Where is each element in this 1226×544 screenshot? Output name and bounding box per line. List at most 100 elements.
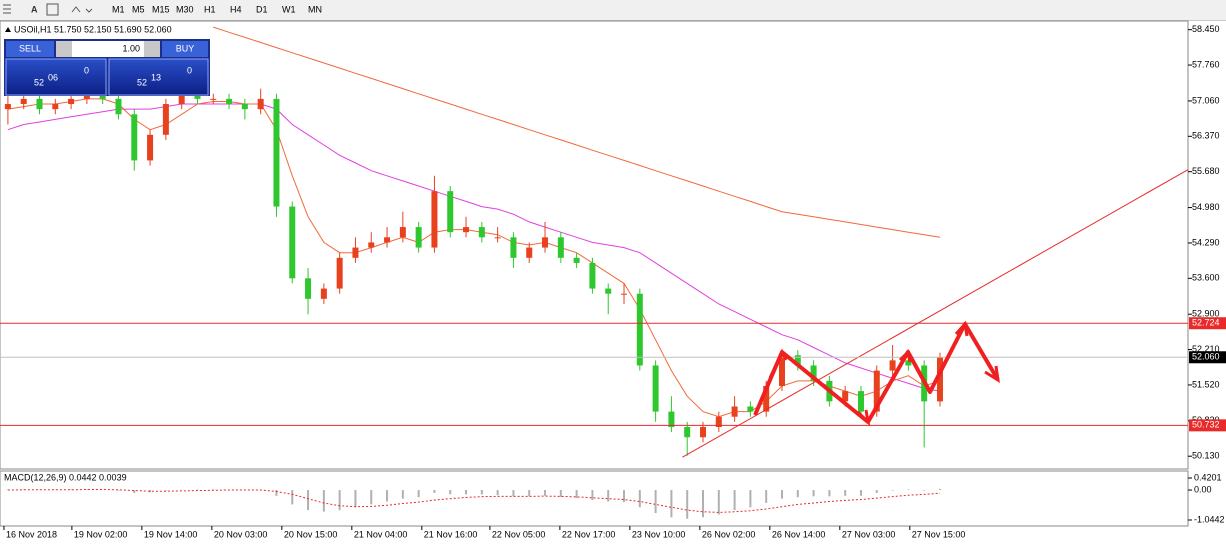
candle-body — [747, 406, 754, 412]
y-tick-label: 58.450 — [1192, 24, 1220, 34]
candle-body — [99, 93, 106, 99]
buy-price-big[interactable]: 13 — [151, 72, 161, 82]
price-tag — [1189, 419, 1226, 432]
price-tag-label: 52.060 — [1192, 352, 1220, 362]
candle-body — [557, 237, 564, 258]
candle-body — [4, 104, 11, 110]
period-button[interactable]: D1 — [256, 4, 268, 14]
candle-body — [463, 227, 470, 233]
period-button[interactable]: M30 — [176, 4, 194, 14]
candle-body — [352, 247, 359, 258]
candle-body — [684, 426, 691, 438]
sell-price-box[interactable] — [5, 58, 107, 96]
menu-icon[interactable] — [3, 4, 11, 14]
candle-body — [320, 288, 327, 299]
y-tick-label: 57.760 — [1192, 59, 1220, 69]
candle-body — [257, 98, 264, 110]
period-button[interactable]: M15 — [152, 4, 170, 14]
y-tick-label: 54.980 — [1192, 202, 1220, 212]
macd-tick-label: 0.4201 — [1194, 472, 1222, 482]
y-tick-label: 53.600 — [1192, 273, 1220, 283]
candle-body — [794, 355, 801, 366]
sell-price-prefix[interactable]: 52 — [34, 77, 44, 87]
period-button[interactable]: M1 — [112, 4, 125, 14]
candle-body — [889, 360, 896, 371]
symbol-info: USOil,H1 51.750 52.150 51.690 52.060 — [14, 24, 172, 34]
period-button[interactable]: W1 — [282, 4, 296, 14]
x-tick-label: 22 Nov 17:00 — [562, 529, 616, 539]
candle-body — [510, 237, 517, 258]
trade-panel: SELL 1.00 BUY 52 06 0 52 13 0 — [4, 39, 210, 96]
candle-body — [589, 262, 596, 289]
collapse-icon[interactable] — [5, 27, 11, 32]
candle-body — [368, 242, 375, 248]
buy-button[interactable] — [162, 41, 208, 57]
candle-body — [778, 355, 785, 386]
lots-up[interactable] — [144, 41, 160, 57]
buy-price-box[interactable] — [108, 58, 209, 96]
sell-button[interactable] — [6, 41, 54, 57]
candle-body — [605, 288, 612, 294]
x-tick-label: 20 Nov 03:00 — [214, 529, 268, 539]
buy-price-sup[interactable]: 0 — [187, 65, 192, 75]
candle-body — [526, 247, 533, 258]
candle-body — [83, 93, 90, 99]
candle-body — [289, 206, 296, 279]
objects-icon[interactable] — [71, 6, 93, 13]
sell-label[interactable]: SELL — [19, 43, 41, 53]
lots-down[interactable] — [56, 41, 72, 57]
candle-body — [178, 93, 185, 105]
buy-label[interactable]: BUY — [176, 43, 195, 53]
text-tool-icon[interactable] — [46, 3, 59, 16]
candle-body — [573, 257, 580, 263]
candle-body — [399, 227, 406, 238]
y-tick-label: 52.210 — [1192, 344, 1220, 354]
price-tag — [1189, 351, 1226, 364]
candle-body — [273, 98, 280, 207]
x-tick-label: 19 Nov 02:00 — [74, 529, 128, 539]
candle-body — [305, 278, 312, 299]
y-tick-label: 54.290 — [1192, 237, 1220, 247]
period-button[interactable]: M5 — [132, 4, 145, 14]
candle-body — [636, 293, 643, 366]
period-button[interactable]: MN — [308, 4, 322, 14]
candle-body — [857, 391, 864, 412]
price-tag-label: 52.724 — [1192, 318, 1220, 328]
period-button[interactable]: H1 — [204, 4, 216, 14]
candle-body — [700, 426, 707, 438]
y-tick-label: 50.130 — [1192, 451, 1220, 461]
y-tick-label: 57.060 — [1192, 95, 1220, 105]
candle-body — [763, 385, 770, 412]
candle-body — [731, 406, 738, 417]
x-tick-label: 26 Nov 02:00 — [702, 529, 756, 539]
moving-average — [213, 26, 941, 238]
y-tick-label: 56.370 — [1192, 131, 1220, 141]
candle-body — [194, 93, 201, 99]
y-tick-label: 51.520 — [1192, 379, 1220, 389]
macd-tick-label: -1.0442 — [1194, 514, 1225, 524]
candle-body — [810, 365, 817, 381]
toolbar — [0, 0, 1226, 20]
candle-body — [936, 357, 943, 402]
sell-price-sup[interactable]: 0 — [84, 65, 89, 75]
candle-body — [905, 360, 912, 366]
candle-body — [621, 293, 628, 295]
plot-layer — [0, 26, 1189, 519]
candle-body — [873, 370, 880, 412]
candle-body — [478, 227, 485, 238]
buy-price-prefix[interactable]: 52 — [137, 77, 147, 87]
sell-price-big[interactable]: 06 — [48, 72, 58, 82]
arrow-heads — [768, 320, 1000, 427]
x-tick-label: 26 Nov 14:00 — [772, 529, 826, 539]
candle-body — [542, 237, 549, 248]
trend-line — [682, 169, 1189, 458]
lots-value[interactable]: 1.00 — [122, 43, 140, 53]
y-tick-label: 55.680 — [1192, 166, 1220, 176]
price-tag — [1189, 317, 1226, 330]
candle-body — [68, 98, 75, 105]
period-button[interactable]: H4 — [230, 4, 242, 14]
x-tick-label: 27 Nov 03:00 — [842, 529, 896, 539]
font-button[interactable]: A — [31, 4, 38, 14]
lots-input[interactable] — [72, 41, 144, 57]
